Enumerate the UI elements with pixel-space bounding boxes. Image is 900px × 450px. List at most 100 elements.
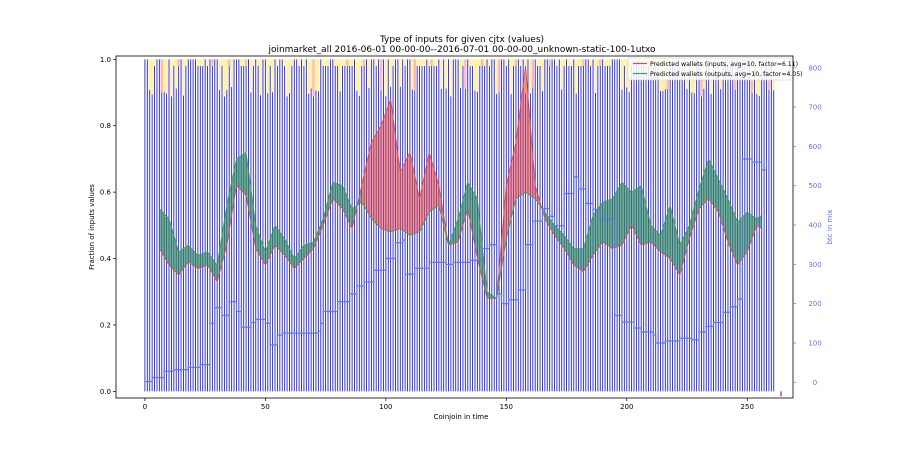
- y2-tick-label: 300: [808, 261, 821, 269]
- series-line-outputs: [159, 151, 762, 300]
- input-bar-top: [276, 59, 279, 66]
- fill-outputs-above: [197, 251, 208, 269]
- fill-outputs-above: [313, 218, 324, 249]
- fill-outputs-above: [679, 225, 690, 276]
- input-bar-top: [418, 59, 421, 66]
- fill-outputs-above: [303, 241, 314, 259]
- fill-inputs-above: [381, 99, 391, 232]
- plot-frame: [115, 55, 794, 399]
- input-bar-top: [312, 59, 315, 97]
- fill-inputs-above: [409, 152, 420, 236]
- input-bar-top: [283, 59, 286, 66]
- input-bar-top: [599, 59, 602, 66]
- x-ticks: 0 50 100 150 200 250: [143, 398, 754, 411]
- x-tick-label: 50: [261, 403, 270, 411]
- fill-outputs-above: [708, 158, 719, 213]
- input-bar-top: [570, 59, 573, 66]
- fill-outputs-above: [159, 208, 170, 266]
- input-bar-top: [562, 59, 566, 66]
- input-bar-top: [170, 59, 173, 97]
- input-bar-top: [519, 59, 522, 66]
- input-bar-top: [321, 59, 325, 66]
- y2-tick-label: 0: [813, 379, 817, 387]
- y-tick-label: 0.0: [100, 388, 111, 396]
- input-bar-top: [478, 59, 481, 66]
- input-bar-top: [148, 59, 151, 90]
- input-bar-top: [514, 59, 518, 66]
- input-bar-top: [201, 59, 204, 66]
- fill-outputs-above: [207, 251, 218, 282]
- input-bar-top: [150, 59, 154, 95]
- input-bar-top: [307, 59, 310, 94]
- input-bar-top: [623, 59, 626, 66]
- y-axis-label: Fraction of inputs values: [88, 184, 96, 270]
- y-tick-label: 0.6: [100, 189, 112, 197]
- input-bar-top: [249, 59, 253, 93]
- input-bar-top: [603, 59, 607, 66]
- input-bar-top: [606, 59, 609, 66]
- fill-outputs-above: [631, 185, 642, 246]
- input-bar-top: [218, 59, 221, 90]
- input-bar-top: [461, 59, 465, 66]
- fill-inputs-above: [429, 152, 439, 213]
- input-bar-top: [529, 59, 532, 94]
- series-lines: [144, 65, 768, 383]
- input-bar-top: [182, 59, 185, 96]
- fill-outputs-above: [294, 245, 304, 269]
- input-bar-top: [343, 59, 347, 66]
- fill-outputs-above: [689, 188, 700, 239]
- input-bar-top: [360, 59, 363, 66]
- input-bar-top: [223, 59, 226, 97]
- y2-axis-label: btc in mix: [826, 210, 834, 245]
- input-bar-top: [350, 59, 354, 66]
- fill-outputs-above: [583, 215, 594, 272]
- input-bar-top: [495, 59, 498, 94]
- fill-outputs-above: [593, 202, 603, 256]
- y2-tick-label: 600: [808, 143, 821, 151]
- fill-outputs-above: [699, 158, 709, 209]
- fill-outputs-above: [342, 185, 353, 229]
- fill-outputs-above: [265, 225, 276, 266]
- input-bar-top: [531, 59, 535, 88]
- y-tick-label: 1.0: [100, 56, 111, 64]
- input-bar-top: [555, 59, 559, 66]
- input-bar-top: [574, 59, 578, 94]
- input-bar-top: [358, 59, 361, 96]
- y2-ticks: 0 100 200 300 400 500 600 700 800: [793, 64, 822, 387]
- input-bar-top: [317, 59, 320, 92]
- input-bar-top: [488, 59, 491, 66]
- input-bar-top: [512, 59, 515, 66]
- y-tick-label: 0.2: [100, 321, 111, 329]
- input-bar-top: [579, 59, 583, 66]
- fill-outputs-above: [169, 218, 179, 276]
- input-bar-top: [481, 59, 484, 66]
- x-tick-label: 150: [500, 403, 513, 411]
- fill-outputs-above: [226, 158, 237, 246]
- y2-tick-label: 800: [808, 64, 821, 72]
- input-bar-top: [175, 59, 178, 89]
- input-bar-top: [440, 59, 443, 89]
- input-bar-top: [206, 59, 209, 66]
- input-bar-top: [459, 59, 462, 88]
- input-bar-top: [476, 59, 479, 92]
- input-bar-top: [403, 59, 407, 66]
- fill-inputs-above: [371, 125, 382, 229]
- input-bar-top: [285, 59, 289, 97]
- fill-inputs-above: [390, 99, 401, 232]
- input-bar-top: [367, 59, 371, 88]
- fill-outputs-above: [255, 225, 266, 266]
- input-bar-top: [384, 59, 388, 97]
- input-bar-top: [165, 59, 168, 94]
- input-bar-top: [589, 59, 592, 66]
- fill-outputs-above: [236, 152, 247, 196]
- input-bar-top: [413, 59, 416, 91]
- input-bar-top: [374, 59, 378, 66]
- input-bar-top: [230, 59, 233, 87]
- fill-outputs-above: [573, 248, 584, 272]
- x-tick-label: 250: [741, 403, 754, 411]
- input-bar-top: [225, 59, 229, 90]
- input-bar-top: [449, 59, 453, 97]
- input-bar-top: [411, 59, 414, 90]
- input-bar-top: [362, 59, 366, 66]
